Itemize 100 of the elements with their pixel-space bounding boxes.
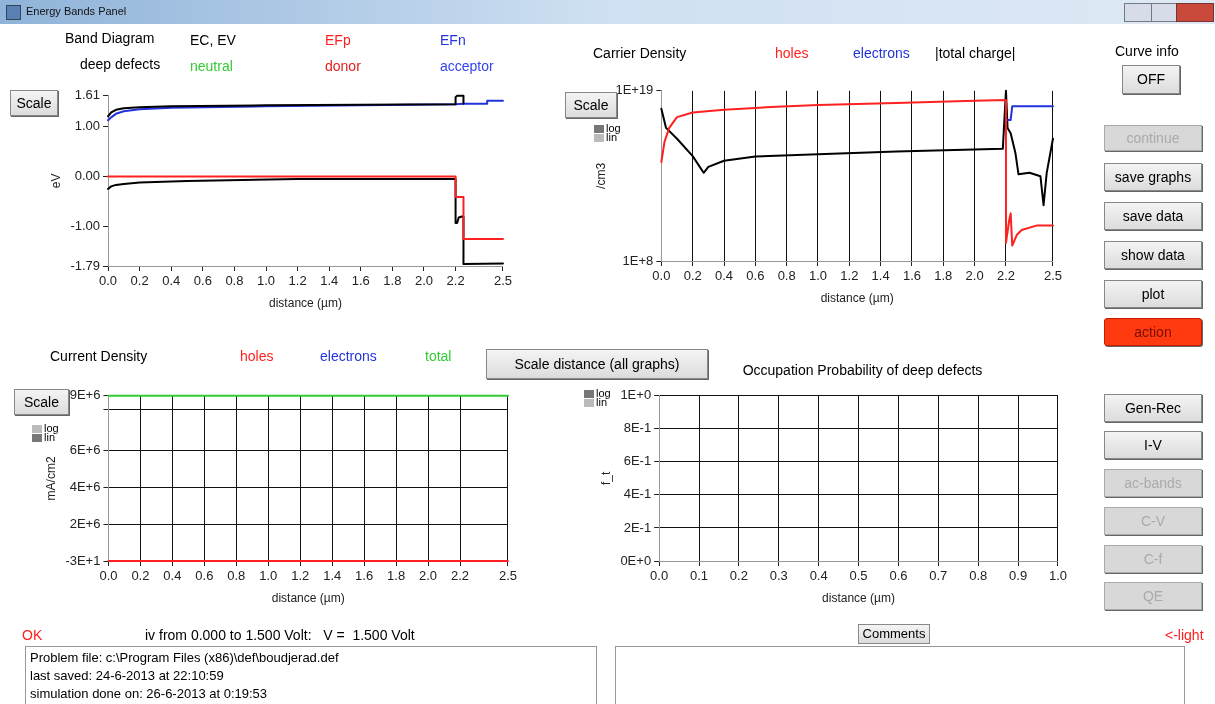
x-tick-label: 1.8	[934, 268, 953, 284]
x-tick-label: 0.4	[714, 268, 734, 284]
x-tick-label: 2.2	[446, 273, 465, 289]
x-tick-label: 0.6	[889, 568, 908, 584]
x-tick-label: 0.0	[99, 568, 118, 584]
text: save data	[1104, 202, 1202, 230]
text: show data	[1104, 241, 1202, 269]
text: I-V	[1104, 431, 1202, 459]
text: |total charge|	[935, 45, 1016, 61]
y-tick-label: 0.00	[74, 167, 101, 183]
y-tick-label: 1E+19	[615, 82, 654, 98]
y-tick-label: -1.79	[70, 257, 101, 273]
text: electrons	[853, 45, 910, 61]
text: Scale	[14, 389, 69, 415]
y-axis-title: eV	[48, 173, 63, 189]
chart-title: Occupation Probability of deep defects	[742, 362, 983, 378]
text: Comments	[858, 624, 930, 644]
x-tick-label: 2.0	[414, 273, 434, 289]
x-tick-label: 1.2	[288, 273, 307, 289]
text: EFn	[440, 32, 466, 48]
text: EC, EV	[190, 32, 236, 48]
legend-label: donor	[325, 58, 361, 74]
text: total	[425, 348, 452, 364]
text: <-light	[1165, 627, 1204, 643]
y-axis-title: /cm3	[593, 162, 608, 189]
text: log	[606, 122, 621, 134]
x-tick-label: 0.2	[130, 273, 149, 289]
x-tick-label: 1.6	[902, 268, 922, 284]
x-tick-label: 0.1	[689, 568, 709, 584]
y-tick-label: 8E-1	[623, 420, 652, 436]
x-tick-label: 1.2	[291, 568, 310, 584]
x-axis-title: distance (µm)	[820, 291, 894, 306]
x-tick-label: 0.8	[225, 273, 244, 289]
x-tick-label: 0.8	[777, 268, 796, 284]
x-tick-label: 2.5	[498, 568, 517, 584]
x-tick-label: 0.8	[227, 568, 246, 584]
x-tick-label: 1.4	[871, 268, 890, 284]
x-tick-label: 1.4	[320, 273, 339, 289]
y-tick-label: 1E+0	[620, 387, 652, 403]
text: last saved: 24-6-2013 at 22:10:59	[30, 668, 224, 683]
x-tick-label: 1.6	[351, 273, 370, 289]
x-tick-label: 0.2	[729, 568, 748, 584]
x-tick-label: 1.2	[840, 268, 859, 284]
y-tick-label: 4E+6	[69, 479, 101, 495]
x-tick-label: 1.0	[808, 268, 828, 284]
y-tick-label: 2E-1	[623, 519, 652, 535]
x-tick-label: 0.4	[162, 273, 181, 289]
y-tick-label: 1.00	[74, 117, 101, 133]
x-tick-label: 0.9	[1009, 568, 1028, 584]
y-tick-label: 6E-1	[623, 453, 652, 469]
text: log	[44, 422, 59, 434]
y-tick-label: 0E+0	[620, 552, 652, 568]
x-tick-label: 0.4	[809, 568, 828, 584]
x-tick-label: 1.6	[355, 568, 374, 584]
text: simulation done on: 26-6-2013 at 0:19:53	[30, 686, 268, 701]
x-axis-title: distance (µm)	[271, 591, 345, 606]
text: Curve info	[1115, 43, 1179, 59]
x-tick-label: 2.0	[419, 568, 438, 584]
x-tick-label: 0.3	[769, 568, 788, 584]
x-tick-label: 1.8	[387, 568, 406, 584]
x-tick-label: 1.0	[1048, 568, 1067, 584]
x-tick-label: 0.0	[650, 568, 669, 584]
x-tick-label: 0.5	[849, 568, 868, 584]
y-tick-label: -1.00	[70, 218, 101, 234]
x-tick-label: 2.0	[965, 268, 984, 284]
x-tick-label: 1.4	[323, 568, 342, 584]
x-tick-label: 0.6	[193, 273, 212, 289]
text: log	[596, 387, 611, 399]
text: holes	[240, 348, 274, 364]
x-tick-label: 1.8	[383, 273, 402, 289]
chart-title: Carrier Density	[593, 45, 687, 61]
legend-label: neutral	[190, 58, 233, 74]
x-tick-label: 0.2	[131, 568, 150, 584]
x-tick-label: 2.5	[493, 273, 512, 289]
text: holes	[775, 45, 809, 61]
text: EFp	[325, 32, 351, 48]
y-tick-label: 9E+6	[69, 387, 101, 403]
text: action	[1104, 318, 1202, 346]
y-tick-label: 2E+6	[69, 515, 101, 531]
y-tick-label: 1E+8	[622, 252, 654, 268]
legend-title: deep defects	[80, 56, 161, 72]
text: iv from 0.000 to 1.500 Volt: V = 1.500 Volt	[145, 627, 415, 643]
x-tick-label: 0.2	[683, 268, 702, 284]
text: Scale distance (all graphs)	[486, 349, 708, 379]
text: OK	[22, 627, 43, 643]
y-tick-label: -3E+1	[65, 552, 101, 568]
y-axis-title: f_t	[598, 471, 613, 486]
x-tick-label: 1.0	[256, 273, 276, 289]
legend-label: electrons	[320, 348, 377, 364]
text: Gen-Rec	[1104, 394, 1202, 422]
x-tick-label: 2.5	[1043, 268, 1062, 284]
x-tick-label: 0.0	[652, 268, 671, 284]
x-tick-label: 1.0	[259, 568, 278, 584]
x-tick-label: 2.2	[450, 568, 470, 584]
text: OFF	[1122, 65, 1180, 94]
y-tick-label: 4E-1	[623, 486, 652, 502]
text: Problem file: c:\Program Files (x86)\def\boudjerad.def	[30, 650, 339, 665]
x-tick-label: 0.0	[98, 273, 118, 289]
x-axis-title: distance (µm)	[822, 591, 896, 606]
x-tick-label: 0.8	[969, 568, 988, 584]
